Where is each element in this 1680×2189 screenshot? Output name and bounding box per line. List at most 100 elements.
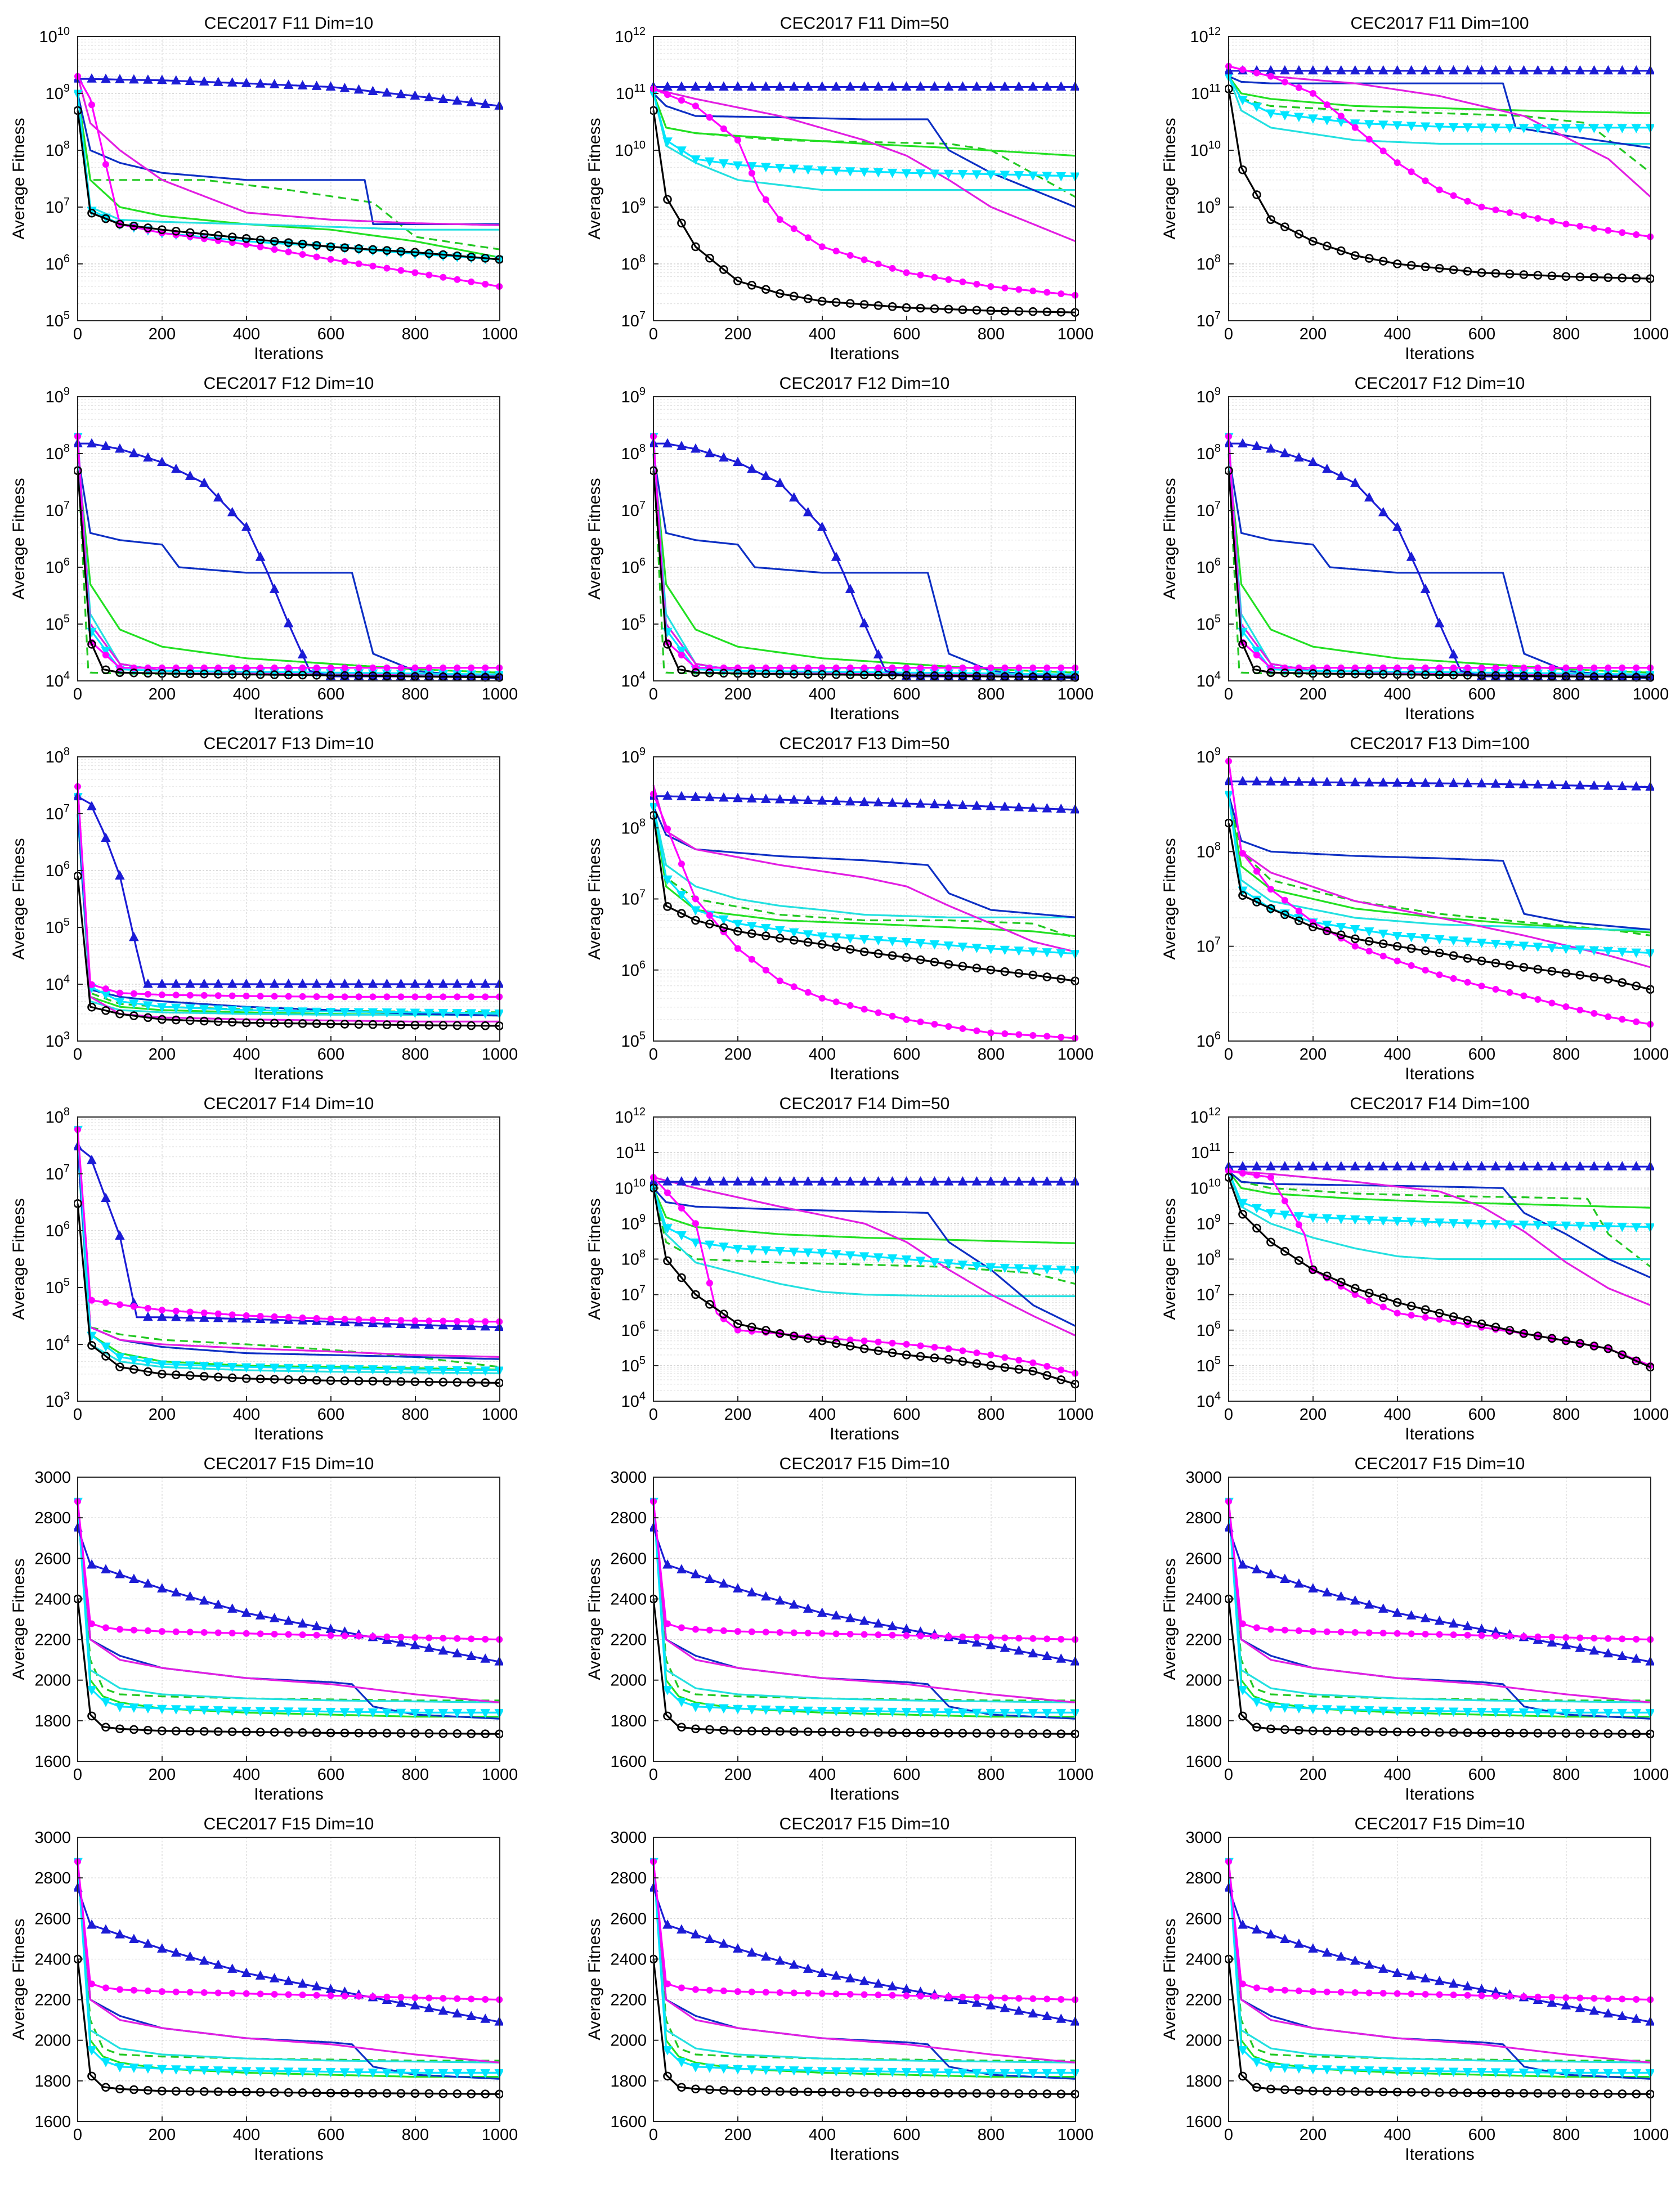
marker-point xyxy=(1392,2067,1403,2076)
marker-point xyxy=(719,1176,729,1186)
marker-point xyxy=(831,1707,841,1717)
marker-point xyxy=(1421,262,1430,271)
marker-point xyxy=(1477,268,1486,277)
y-tick-label: 2200 xyxy=(610,1991,647,2009)
series-line-magenta xyxy=(1227,1501,1651,1703)
marker-point xyxy=(424,249,434,258)
marker-point xyxy=(678,1204,685,1212)
marker-point xyxy=(662,790,673,800)
marker-point xyxy=(762,196,769,203)
marker-point xyxy=(1280,1934,1290,1944)
marker-point xyxy=(382,2069,392,2078)
marker-point xyxy=(1252,898,1261,907)
marker-point xyxy=(1001,284,1009,291)
marker-point xyxy=(774,793,785,804)
marker-point xyxy=(846,664,854,671)
marker-point xyxy=(199,1595,209,1605)
marker-point xyxy=(1450,1631,1457,1639)
marker-point xyxy=(972,963,982,973)
marker-point xyxy=(662,1919,673,1929)
marker-point xyxy=(368,978,378,988)
marker-point xyxy=(129,221,138,231)
marker-point xyxy=(1476,1219,1487,1230)
marker-point xyxy=(845,796,855,806)
marker-point xyxy=(313,664,320,671)
x-tick-label: 800 xyxy=(1553,1406,1580,1424)
marker-point xyxy=(313,1631,320,1639)
marker-point xyxy=(1490,1708,1501,1717)
marker-point xyxy=(368,671,378,680)
marker-point xyxy=(1042,972,1052,981)
marker-point xyxy=(1238,775,1248,786)
marker-point xyxy=(888,1728,897,1737)
marker-point xyxy=(789,1176,799,1186)
marker-point xyxy=(1547,1221,1557,1231)
marker-point xyxy=(270,1728,279,1737)
marker-point xyxy=(943,169,954,180)
x-tick-label: 0 xyxy=(649,325,658,343)
marker-point xyxy=(973,1349,980,1357)
marker-point xyxy=(1633,1018,1640,1025)
marker-point xyxy=(257,1990,264,1998)
marker-point xyxy=(1617,124,1628,133)
chart-title: CEC2017 F15 Dim=10 xyxy=(779,1455,950,1473)
marker-point xyxy=(410,2069,420,2079)
marker-point xyxy=(902,1728,911,1738)
marker-point xyxy=(1014,2005,1024,2015)
series-line-magenta xyxy=(653,88,1076,243)
marker-point xyxy=(760,81,771,91)
y-tick-label: 108 xyxy=(46,442,70,463)
marker-point xyxy=(929,1258,940,1268)
marker-point xyxy=(1378,1293,1388,1302)
marker-point xyxy=(255,1006,266,1016)
marker-point xyxy=(1364,1288,1374,1298)
x-tick-label: 600 xyxy=(893,1406,920,1424)
marker-point xyxy=(719,1725,728,1735)
marker-point xyxy=(340,1728,350,1738)
marker-point xyxy=(1618,2089,1627,2098)
marker-point xyxy=(214,1310,222,1317)
marker-point xyxy=(803,2066,813,2076)
marker-point xyxy=(410,2000,420,2009)
marker-point xyxy=(1238,2071,1247,2081)
marker-point xyxy=(1000,1176,1010,1186)
marker-point xyxy=(1365,948,1373,955)
marker-point xyxy=(875,1009,882,1016)
marker-point xyxy=(719,159,729,169)
marker-point xyxy=(1323,664,1330,671)
marker-point xyxy=(1406,1970,1417,1980)
y-tick-label: 3000 xyxy=(610,1469,647,1487)
marker-point xyxy=(199,669,209,679)
marker-point xyxy=(271,1630,278,1638)
x-tick-label: 400 xyxy=(233,1406,260,1424)
marker-point xyxy=(1603,975,1613,984)
marker-point xyxy=(1238,2046,1248,2056)
marker-point xyxy=(297,1978,308,1988)
marker-point xyxy=(424,2003,434,2012)
marker-point xyxy=(944,959,953,969)
marker-point xyxy=(1042,1371,1052,1380)
marker-point xyxy=(789,670,799,679)
marker-point xyxy=(186,664,194,671)
marker-point xyxy=(664,1620,671,1627)
marker-point xyxy=(915,1708,926,1717)
marker-point xyxy=(241,1374,251,1383)
marker-point xyxy=(1603,2089,1613,2098)
marker-point xyxy=(902,1351,911,1360)
marker-point xyxy=(1575,945,1585,955)
marker-point xyxy=(1518,1221,1529,1230)
marker-point xyxy=(972,306,982,315)
marker-point xyxy=(1434,1218,1445,1228)
y-tick-label: 2000 xyxy=(1185,2032,1222,2050)
marker-point xyxy=(804,234,812,241)
marker-point xyxy=(172,1988,180,1995)
marker-point xyxy=(873,1618,884,1628)
series-line-magenta xyxy=(652,1501,1076,1703)
marker-point xyxy=(831,298,841,307)
marker-point xyxy=(257,664,264,671)
marker-point xyxy=(1309,1726,1318,1735)
marker-point xyxy=(480,1321,491,1331)
y-tick-label: 105 xyxy=(621,613,646,634)
y-tick-label: 2400 xyxy=(610,1950,647,1968)
marker-point xyxy=(943,1259,954,1269)
